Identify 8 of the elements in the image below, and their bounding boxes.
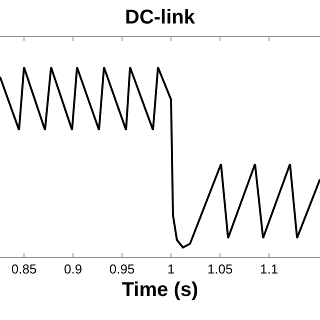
x-tick-label: 1 [167,262,175,277]
x-axis-title: Time (s) [122,279,198,302]
x-tick-label: 1.1 [260,262,278,277]
x-tick-label: 0.9 [64,262,82,277]
x-tick-label: 0.85 [11,262,37,277]
x-tick-label: 1.05 [207,262,233,277]
chart-title: DC-link [125,6,196,29]
x-tick-label: 0.95 [109,262,135,277]
